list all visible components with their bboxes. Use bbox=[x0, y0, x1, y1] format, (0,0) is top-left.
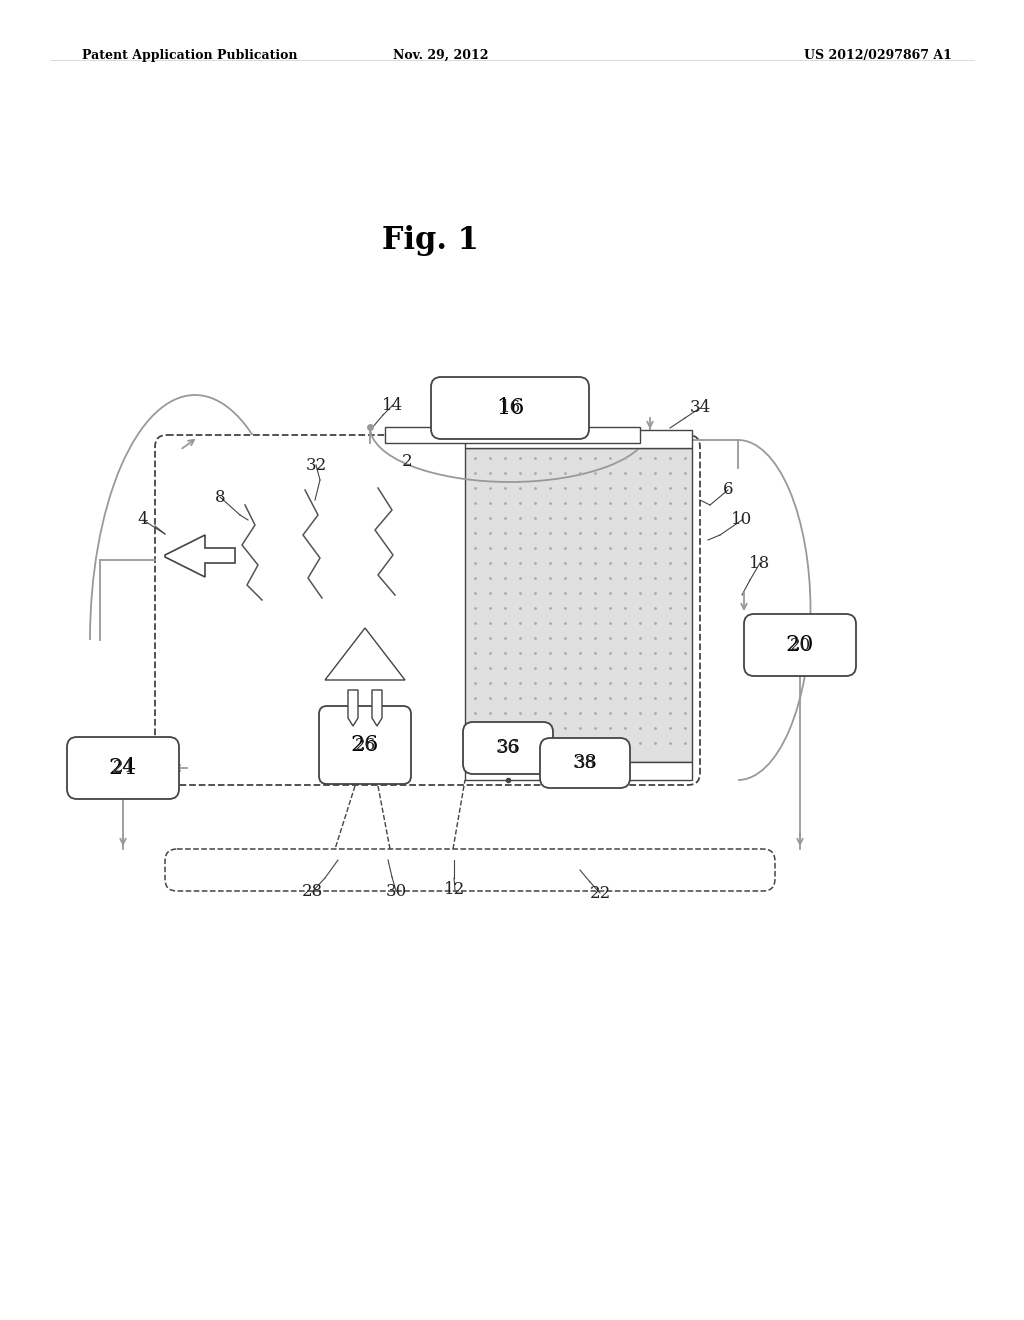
FancyBboxPatch shape bbox=[465, 762, 692, 780]
Text: 18: 18 bbox=[750, 554, 771, 572]
FancyBboxPatch shape bbox=[385, 426, 640, 444]
Text: 2: 2 bbox=[401, 454, 413, 470]
Text: 26: 26 bbox=[354, 737, 376, 754]
Text: 12: 12 bbox=[444, 882, 466, 899]
FancyBboxPatch shape bbox=[67, 737, 179, 799]
FancyBboxPatch shape bbox=[465, 430, 692, 447]
Text: 16: 16 bbox=[496, 397, 524, 418]
Text: Patent Application Publication: Patent Application Publication bbox=[82, 49, 297, 62]
Text: 16: 16 bbox=[500, 400, 520, 417]
Text: 36: 36 bbox=[496, 739, 520, 756]
Text: 22: 22 bbox=[590, 884, 610, 902]
Text: 30: 30 bbox=[385, 883, 407, 899]
Polygon shape bbox=[372, 690, 382, 726]
FancyBboxPatch shape bbox=[431, 378, 589, 440]
FancyBboxPatch shape bbox=[463, 722, 553, 774]
Text: 28: 28 bbox=[301, 883, 323, 900]
FancyBboxPatch shape bbox=[465, 447, 692, 762]
Text: 36: 36 bbox=[498, 739, 518, 756]
Text: 24: 24 bbox=[113, 759, 133, 776]
Text: 4: 4 bbox=[137, 511, 148, 528]
FancyBboxPatch shape bbox=[744, 614, 856, 676]
Text: 38: 38 bbox=[572, 754, 597, 772]
Text: 26: 26 bbox=[351, 734, 379, 756]
Text: Nov. 29, 2012: Nov. 29, 2012 bbox=[392, 49, 488, 62]
Text: Fig. 1: Fig. 1 bbox=[382, 224, 478, 256]
Text: US 2012/0297867 A1: US 2012/0297867 A1 bbox=[805, 49, 952, 62]
Polygon shape bbox=[348, 690, 358, 726]
Text: 20: 20 bbox=[790, 636, 811, 653]
Text: 32: 32 bbox=[305, 457, 327, 474]
Text: 20: 20 bbox=[785, 634, 814, 656]
Polygon shape bbox=[325, 628, 406, 680]
FancyBboxPatch shape bbox=[165, 849, 775, 891]
FancyBboxPatch shape bbox=[540, 738, 630, 788]
FancyBboxPatch shape bbox=[319, 706, 411, 784]
Text: 14: 14 bbox=[382, 396, 403, 413]
Text: 34: 34 bbox=[689, 400, 711, 417]
Text: 38: 38 bbox=[574, 755, 596, 771]
Polygon shape bbox=[165, 535, 234, 577]
FancyBboxPatch shape bbox=[155, 436, 700, 785]
Text: 10: 10 bbox=[731, 511, 753, 528]
Text: 6: 6 bbox=[723, 482, 733, 499]
Text: 8: 8 bbox=[215, 488, 225, 506]
Text: 24: 24 bbox=[109, 756, 137, 779]
